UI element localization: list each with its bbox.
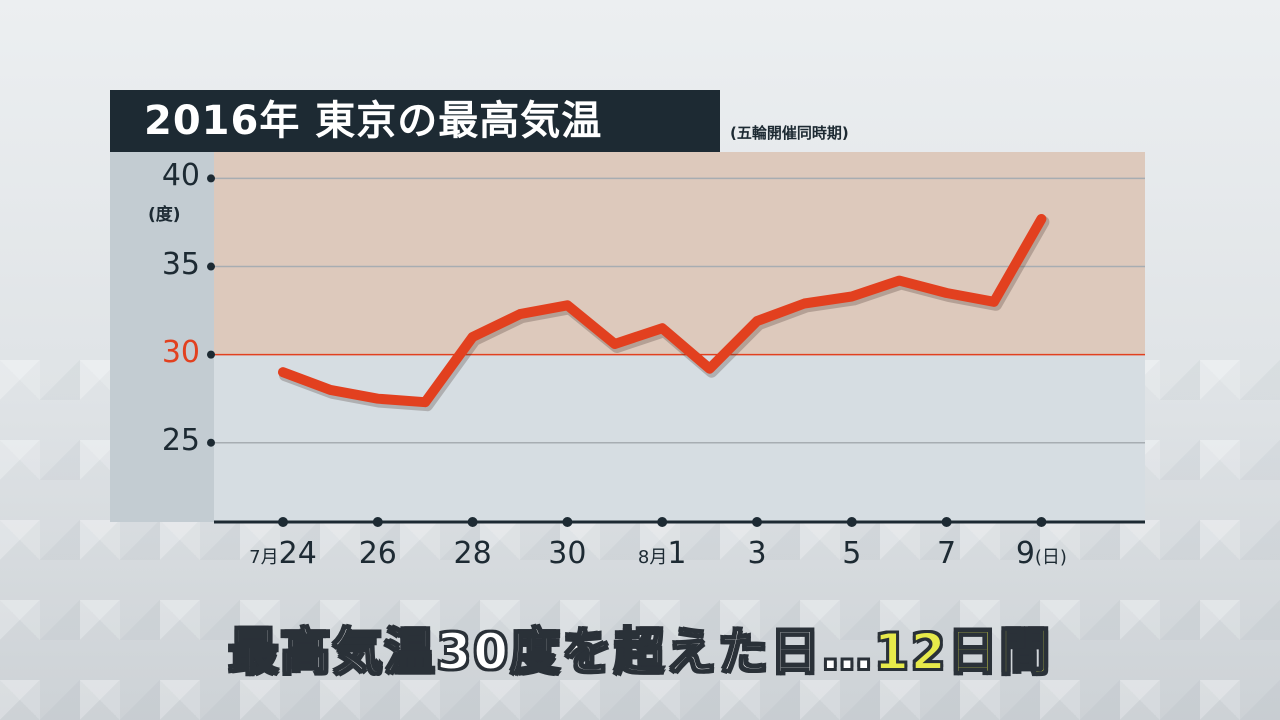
x-tick-dot	[752, 517, 762, 527]
x-tick-label: 30	[548, 536, 587, 571]
y-tick-label: 25	[161, 422, 200, 458]
x-tick-dot	[846, 517, 857, 527]
y-tick-label: 30	[161, 334, 200, 370]
x-tick-label: 28	[453, 536, 492, 571]
caption: 最高気温30度を超えた日…12日間	[0, 612, 1280, 684]
x-tick-dot	[278, 517, 288, 527]
y-tick-dot	[207, 350, 215, 359]
x-tick-dot	[1036, 517, 1047, 527]
x-tick-dot	[467, 517, 478, 527]
y-axis-panel	[110, 152, 214, 522]
below-threshold-band	[214, 354, 1145, 522]
x-tick-dot	[941, 517, 952, 527]
above-threshold-band	[214, 152, 1145, 355]
x-tick-dot	[372, 517, 383, 527]
caption-highlight: 12日間	[873, 622, 1052, 682]
y-tick-label: 40	[161, 158, 200, 194]
y-axis-unit: (度)	[148, 205, 181, 225]
caption-main: 最高気温30度を超えた日…	[227, 622, 874, 682]
y-tick-dot	[207, 438, 215, 447]
chart-subtitle: (五輪開催同時期)	[730, 124, 849, 142]
x-tick-label: 7	[937, 536, 957, 571]
x-tick-dot	[562, 517, 573, 527]
x-tick-label: 9(日)	[1015, 536, 1067, 571]
y-tick-dot	[207, 262, 215, 271]
x-tick-label: 7月24	[249, 536, 317, 571]
x-tick-label: 8月1	[637, 536, 687, 571]
y-tick-label: 35	[161, 246, 200, 282]
chart-title: 2016年 東京の最高気温	[110, 90, 720, 152]
x-tick-label: 26	[358, 536, 397, 571]
x-tick-label: 3	[747, 536, 767, 571]
y-tick-dot	[207, 174, 215, 183]
x-tick-dot	[657, 517, 668, 527]
x-tick-label: 5	[842, 536, 862, 571]
